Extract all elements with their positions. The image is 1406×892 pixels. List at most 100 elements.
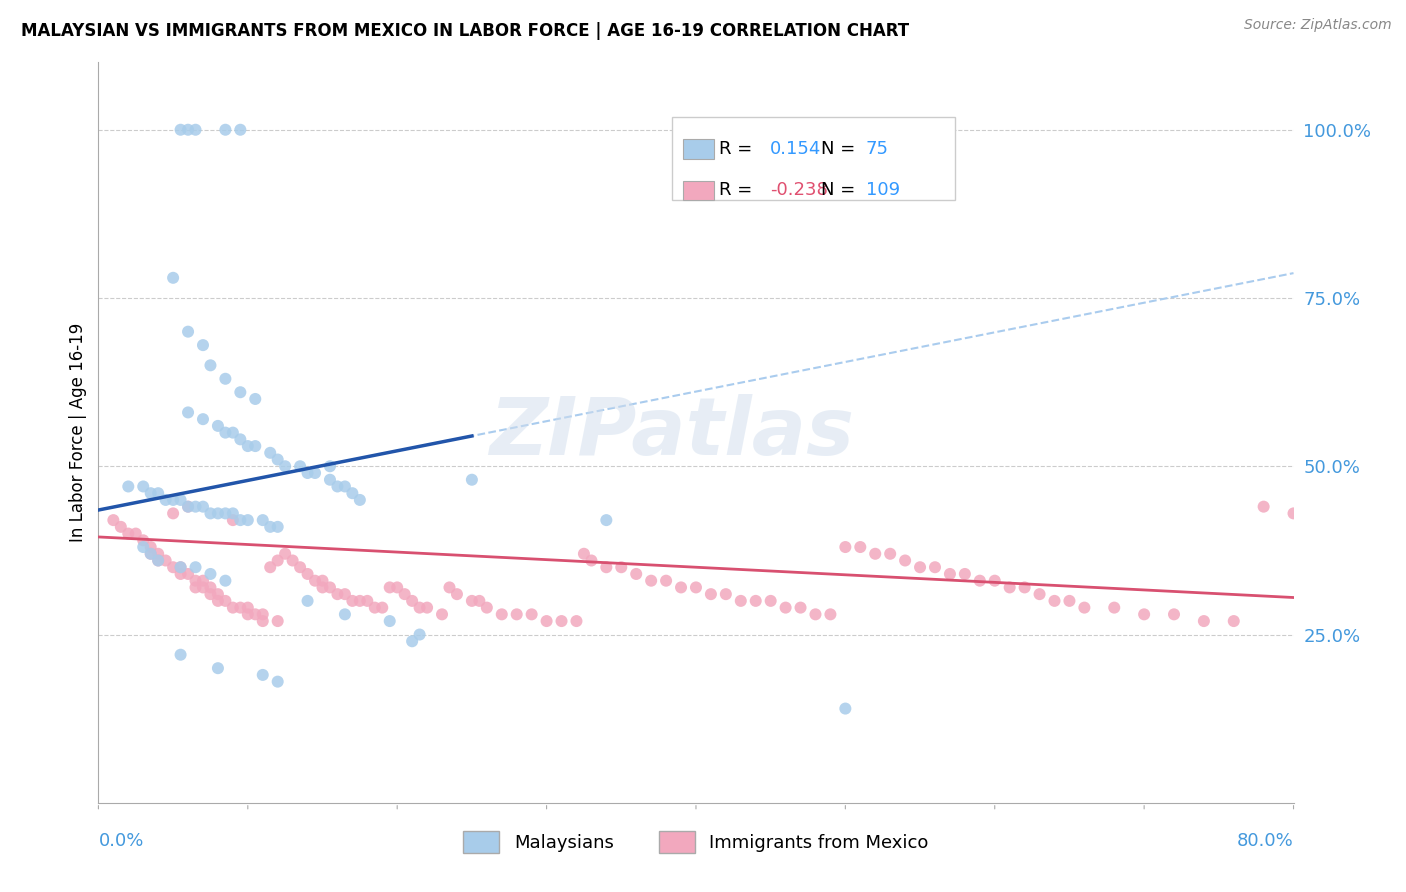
Point (132, 540, 155, 554)
Point (834, 540, 856, 554)
Point (184, 574, 207, 588)
Point (378, 614, 401, 628)
Point (297, 466, 319, 480)
Point (222, 600, 245, 615)
Point (236, 600, 259, 615)
Point (520, 607, 543, 622)
Text: R =: R = (720, 140, 758, 158)
Point (371, 600, 394, 615)
Point (169, 648, 191, 662)
Point (288, 459, 311, 474)
Point (169, 560, 191, 574)
Point (184, 581, 207, 595)
Point (894, 553, 917, 567)
Point (311, 574, 333, 588)
Point (207, 587, 229, 601)
Point (349, 492, 371, 507)
Point (222, 513, 245, 527)
Point (184, 560, 207, 574)
Point (1104, 600, 1126, 615)
Point (969, 574, 991, 588)
Point (229, 433, 252, 447)
Point (184, 500, 207, 514)
Point (439, 581, 461, 595)
Point (236, 607, 259, 622)
Point (1223, 614, 1246, 628)
Point (865, 547, 887, 561)
Point (267, 674, 290, 689)
Point (214, 574, 236, 588)
Point (342, 594, 364, 608)
Point (408, 627, 430, 641)
Point (1253, 500, 1275, 514)
Point (139, 547, 162, 561)
Point (565, 614, 588, 628)
Point (939, 566, 962, 581)
Point (408, 600, 430, 615)
Point (326, 479, 349, 493)
Point (139, 486, 162, 500)
Point (430, 607, 453, 622)
Point (1133, 607, 1156, 622)
Point (162, 507, 184, 521)
Point (252, 607, 274, 622)
Point (200, 587, 222, 601)
Point (132, 533, 155, 548)
Point (385, 581, 409, 595)
Point (595, 513, 617, 527)
Point (207, 661, 229, 675)
Point (252, 668, 274, 682)
Point (581, 553, 603, 567)
Point (714, 587, 737, 601)
Point (475, 600, 498, 615)
Point (775, 600, 797, 615)
Point (274, 547, 297, 561)
Point (191, 581, 214, 595)
Text: N =: N = (821, 181, 860, 199)
Legend: Malaysians, Immigrants from Mexico: Malaysians, Immigrants from Mexico (456, 824, 936, 861)
Point (1192, 614, 1215, 628)
Point (229, 122, 252, 136)
Point (759, 594, 782, 608)
Point (214, 594, 236, 608)
Point (304, 574, 326, 588)
Point (191, 338, 214, 352)
Point (229, 600, 252, 615)
Point (200, 507, 222, 521)
Text: Source: ZipAtlas.com: Source: ZipAtlas.com (1244, 18, 1392, 32)
Point (177, 325, 200, 339)
Point (148, 486, 170, 500)
Point (849, 540, 872, 554)
Point (595, 560, 617, 574)
Point (117, 479, 139, 493)
Point (416, 600, 439, 615)
Point (446, 587, 468, 601)
Point (259, 446, 281, 460)
Point (148, 553, 170, 567)
Point (626, 566, 648, 581)
Point (297, 594, 319, 608)
Point (342, 486, 364, 500)
Point (207, 418, 229, 433)
Text: MALAYSIAN VS IMMIGRANTS FROM MEXICO IN LABOR FORCE | AGE 16-19 CORRELATION CHART: MALAYSIAN VS IMMIGRANTS FROM MEXICO IN L… (21, 22, 910, 40)
Point (110, 520, 132, 534)
Point (177, 500, 200, 514)
Point (536, 614, 558, 628)
Point (349, 594, 371, 608)
Point (461, 594, 484, 608)
Point (148, 553, 170, 567)
Point (117, 526, 139, 541)
Point (259, 520, 281, 534)
Point (1059, 594, 1081, 608)
Text: ZIPatlas: ZIPatlas (489, 393, 855, 472)
Point (491, 607, 513, 622)
Point (468, 594, 491, 608)
Point (169, 492, 191, 507)
Point (745, 594, 768, 608)
Point (229, 385, 252, 400)
Point (730, 594, 752, 608)
Point (461, 473, 484, 487)
Point (236, 513, 259, 527)
Point (177, 405, 200, 419)
Point (319, 581, 342, 595)
